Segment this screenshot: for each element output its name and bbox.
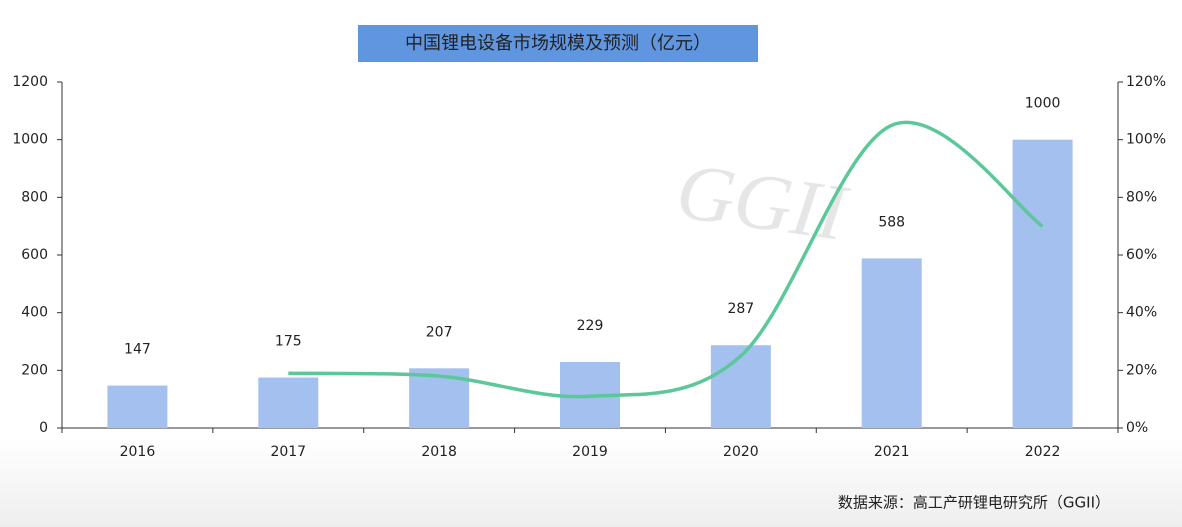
y2-tick-label: 0% bbox=[1126, 420, 1148, 436]
y-tick-label: 800 bbox=[21, 189, 48, 205]
bar bbox=[1012, 139, 1073, 428]
background bbox=[0, 440, 1182, 527]
y-tick-label: 600 bbox=[21, 247, 48, 263]
data-label: 147 bbox=[124, 342, 151, 358]
x-tick-label: 2017 bbox=[270, 444, 306, 460]
y-tick-label: 0 bbox=[39, 420, 48, 436]
x-tick-label: 2020 bbox=[723, 444, 759, 460]
data-label: 175 bbox=[275, 334, 302, 350]
data-label: 207 bbox=[426, 324, 453, 340]
y2-tick-label: 20% bbox=[1126, 362, 1157, 378]
data-label: 1000 bbox=[1025, 96, 1061, 112]
data-label: 588 bbox=[878, 214, 905, 230]
y2-tick-label: 120% bbox=[1126, 74, 1166, 90]
y-tick-label: 1000 bbox=[12, 132, 48, 148]
title-box bbox=[358, 25, 758, 62]
bar bbox=[107, 385, 168, 428]
line bbox=[288, 120, 1044, 399]
y-tick-label: 1200 bbox=[12, 74, 48, 90]
y-tick-label: 200 bbox=[21, 362, 48, 378]
data-label: 229 bbox=[577, 318, 604, 334]
watermark: GGII bbox=[671, 147, 854, 258]
bar bbox=[710, 345, 771, 428]
y2-tick-label: 60% bbox=[1126, 247, 1157, 263]
y-tick-label: 400 bbox=[21, 305, 48, 321]
chart-title: 中国锂电设备市场规模及预测（亿元） bbox=[405, 33, 711, 54]
x-tick-label: 2018 bbox=[421, 444, 457, 460]
bar bbox=[258, 377, 319, 428]
x-tick-label: 2016 bbox=[120, 444, 156, 460]
bar bbox=[861, 258, 922, 428]
source-note: 数据来源：高工产研锂电研究所（GGII） bbox=[838, 494, 1110, 512]
data-label: 287 bbox=[727, 301, 754, 317]
y2-tick-label: 40% bbox=[1126, 305, 1157, 321]
y2-tick-label: 100% bbox=[1126, 132, 1166, 148]
y2-tick-label: 80% bbox=[1126, 189, 1157, 205]
x-tick-label: 2021 bbox=[874, 444, 910, 460]
x-tick-label: 2022 bbox=[1025, 444, 1061, 460]
x-tick-label: 2019 bbox=[572, 444, 608, 460]
